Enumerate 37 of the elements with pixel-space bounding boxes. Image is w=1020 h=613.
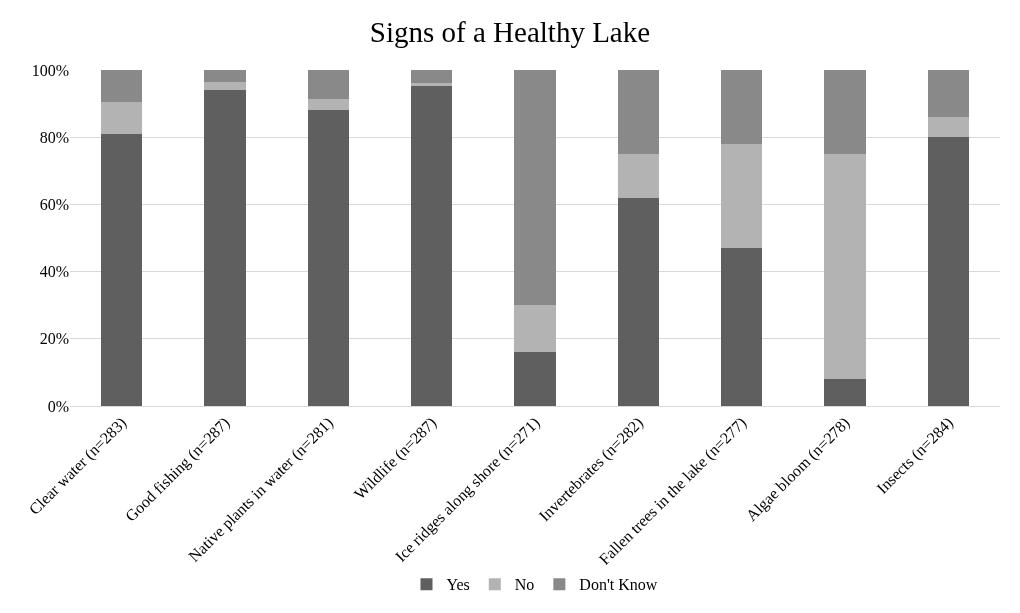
bar [307, 110, 349, 406]
bar [927, 70, 969, 118]
bar [101, 101, 143, 134]
y-tick-label: 60% [39, 196, 69, 213]
y-tick-label: 40% [39, 263, 69, 281]
bar [101, 133, 143, 406]
bar [411, 83, 453, 86]
bar [307, 98, 349, 111]
bar [514, 305, 556, 353]
bar [824, 379, 866, 406]
legend-label: Don't Know [579, 576, 658, 594]
y-tick-label: 80% [39, 128, 69, 146]
bar [411, 85, 453, 406]
bar [101, 70, 143, 102]
bar [927, 137, 969, 406]
bar [411, 70, 453, 84]
bar [617, 70, 659, 154]
bar [204, 81, 246, 91]
bar [204, 90, 246, 406]
bar [721, 143, 763, 249]
bar [824, 70, 866, 154]
bar [617, 197, 659, 406]
bar [927, 117, 969, 138]
bar [721, 248, 763, 406]
bar [824, 154, 866, 380]
bar [514, 70, 556, 306]
bar [204, 70, 246, 82]
chart-title: Signs of a Healthy Lake [369, 15, 651, 48]
legend-label: No [514, 576, 535, 594]
y-tick-label: 20% [39, 330, 69, 348]
y-tick-label: 100% [31, 61, 69, 79]
bar [721, 70, 763, 144]
bar [514, 352, 556, 406]
legend-label: Yes [446, 576, 470, 594]
bar [307, 70, 349, 99]
bar [617, 154, 659, 198]
y-tick-label: 0% [47, 397, 69, 415]
